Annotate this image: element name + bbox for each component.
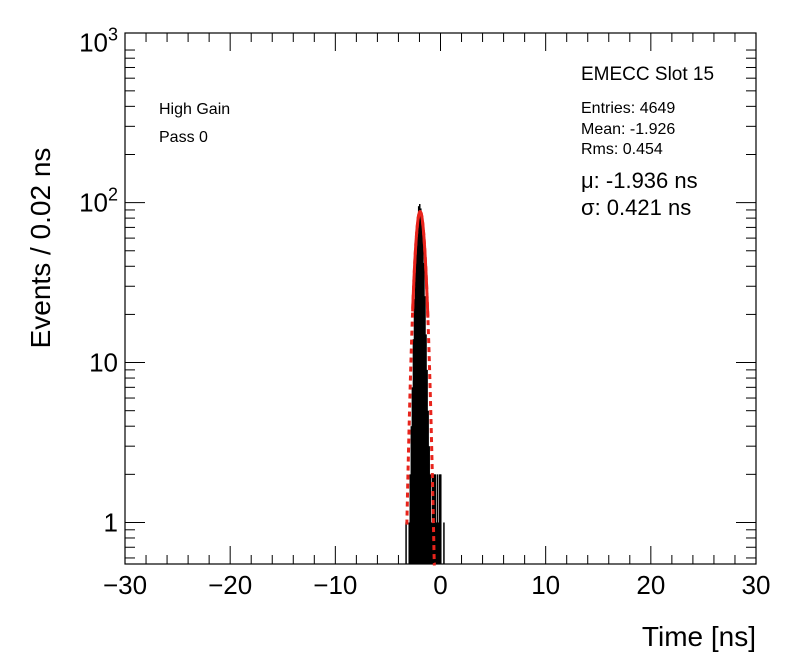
histogram-bar (420, 208, 422, 564)
histogram-bar (429, 474, 432, 564)
stats-title: EMECC Slot 15 (581, 64, 714, 85)
gain-label: High Gain (159, 101, 230, 118)
x-tick-labels: −30 −20 −10 0 10 20 30 (103, 570, 771, 600)
fit-mu: μ: -1.936 ns (581, 168, 698, 193)
histogram-bar (437, 522, 440, 564)
x-axis-title: Time [ns] (642, 621, 756, 652)
histogram-bar (415, 234, 418, 564)
x-tick-label: −20 (208, 570, 252, 600)
histogram-bar (427, 410, 429, 564)
y-tick-label: 10 (89, 348, 118, 378)
histogram-bar (410, 426, 413, 564)
histogram-bar (438, 474, 441, 564)
histogram-bar (416, 216, 419, 565)
fit-curve (411, 209, 430, 318)
histogram-bar (443, 522, 445, 564)
histogram-bar (412, 339, 415, 564)
gaussian-fit (405, 209, 436, 566)
histogram-bar (421, 218, 423, 564)
stats-rms: Rms: 0.454 (581, 141, 663, 158)
histogram-bar (426, 369, 428, 564)
histogram-bar (418, 204, 421, 564)
fit-sigma: σ: 0.421 ns (581, 195, 691, 220)
histogram-bar (436, 474, 439, 564)
pass-label: Pass 0 (159, 129, 208, 146)
histogram-bar (411, 387, 414, 564)
histogram-bar (428, 446, 430, 564)
histogram-bar (435, 522, 438, 564)
histogram-bar (417, 206, 420, 564)
y-axis-title: Events / 0.02 ns (25, 148, 56, 349)
histogram-bar (430, 522, 433, 564)
x-tick-label: −30 (103, 570, 147, 600)
histogram-bar (409, 474, 412, 564)
y-tick-label: 1 (104, 507, 118, 537)
x-tick-label: −10 (313, 570, 357, 600)
histogram-bar (425, 334, 427, 564)
histogram-bar (423, 262, 425, 564)
histogram-bar (408, 522, 410, 564)
stats-entries: Entries: 4649 (581, 100, 675, 117)
histogram-bar (414, 262, 417, 564)
histogram-bar (440, 474, 442, 564)
y-tick-labels: 1 10 102 103 (79, 25, 118, 538)
histogram-bar (405, 522, 407, 564)
histogram-bar (413, 298, 416, 564)
x-tick-label: 0 (433, 570, 447, 600)
x-tick-label: 10 (531, 570, 560, 600)
histogram-bar (424, 296, 426, 564)
y-tick-label: 103 (79, 25, 118, 58)
histogram-bar (434, 474, 437, 564)
histogram-bar (422, 235, 424, 565)
axis-ticks (124, 33, 757, 564)
x-tick-label: 30 (742, 570, 771, 600)
stats-mean: Mean: -1.926 (581, 121, 675, 138)
y-tick-label: 102 (79, 185, 118, 218)
x-tick-label: 20 (636, 570, 665, 600)
